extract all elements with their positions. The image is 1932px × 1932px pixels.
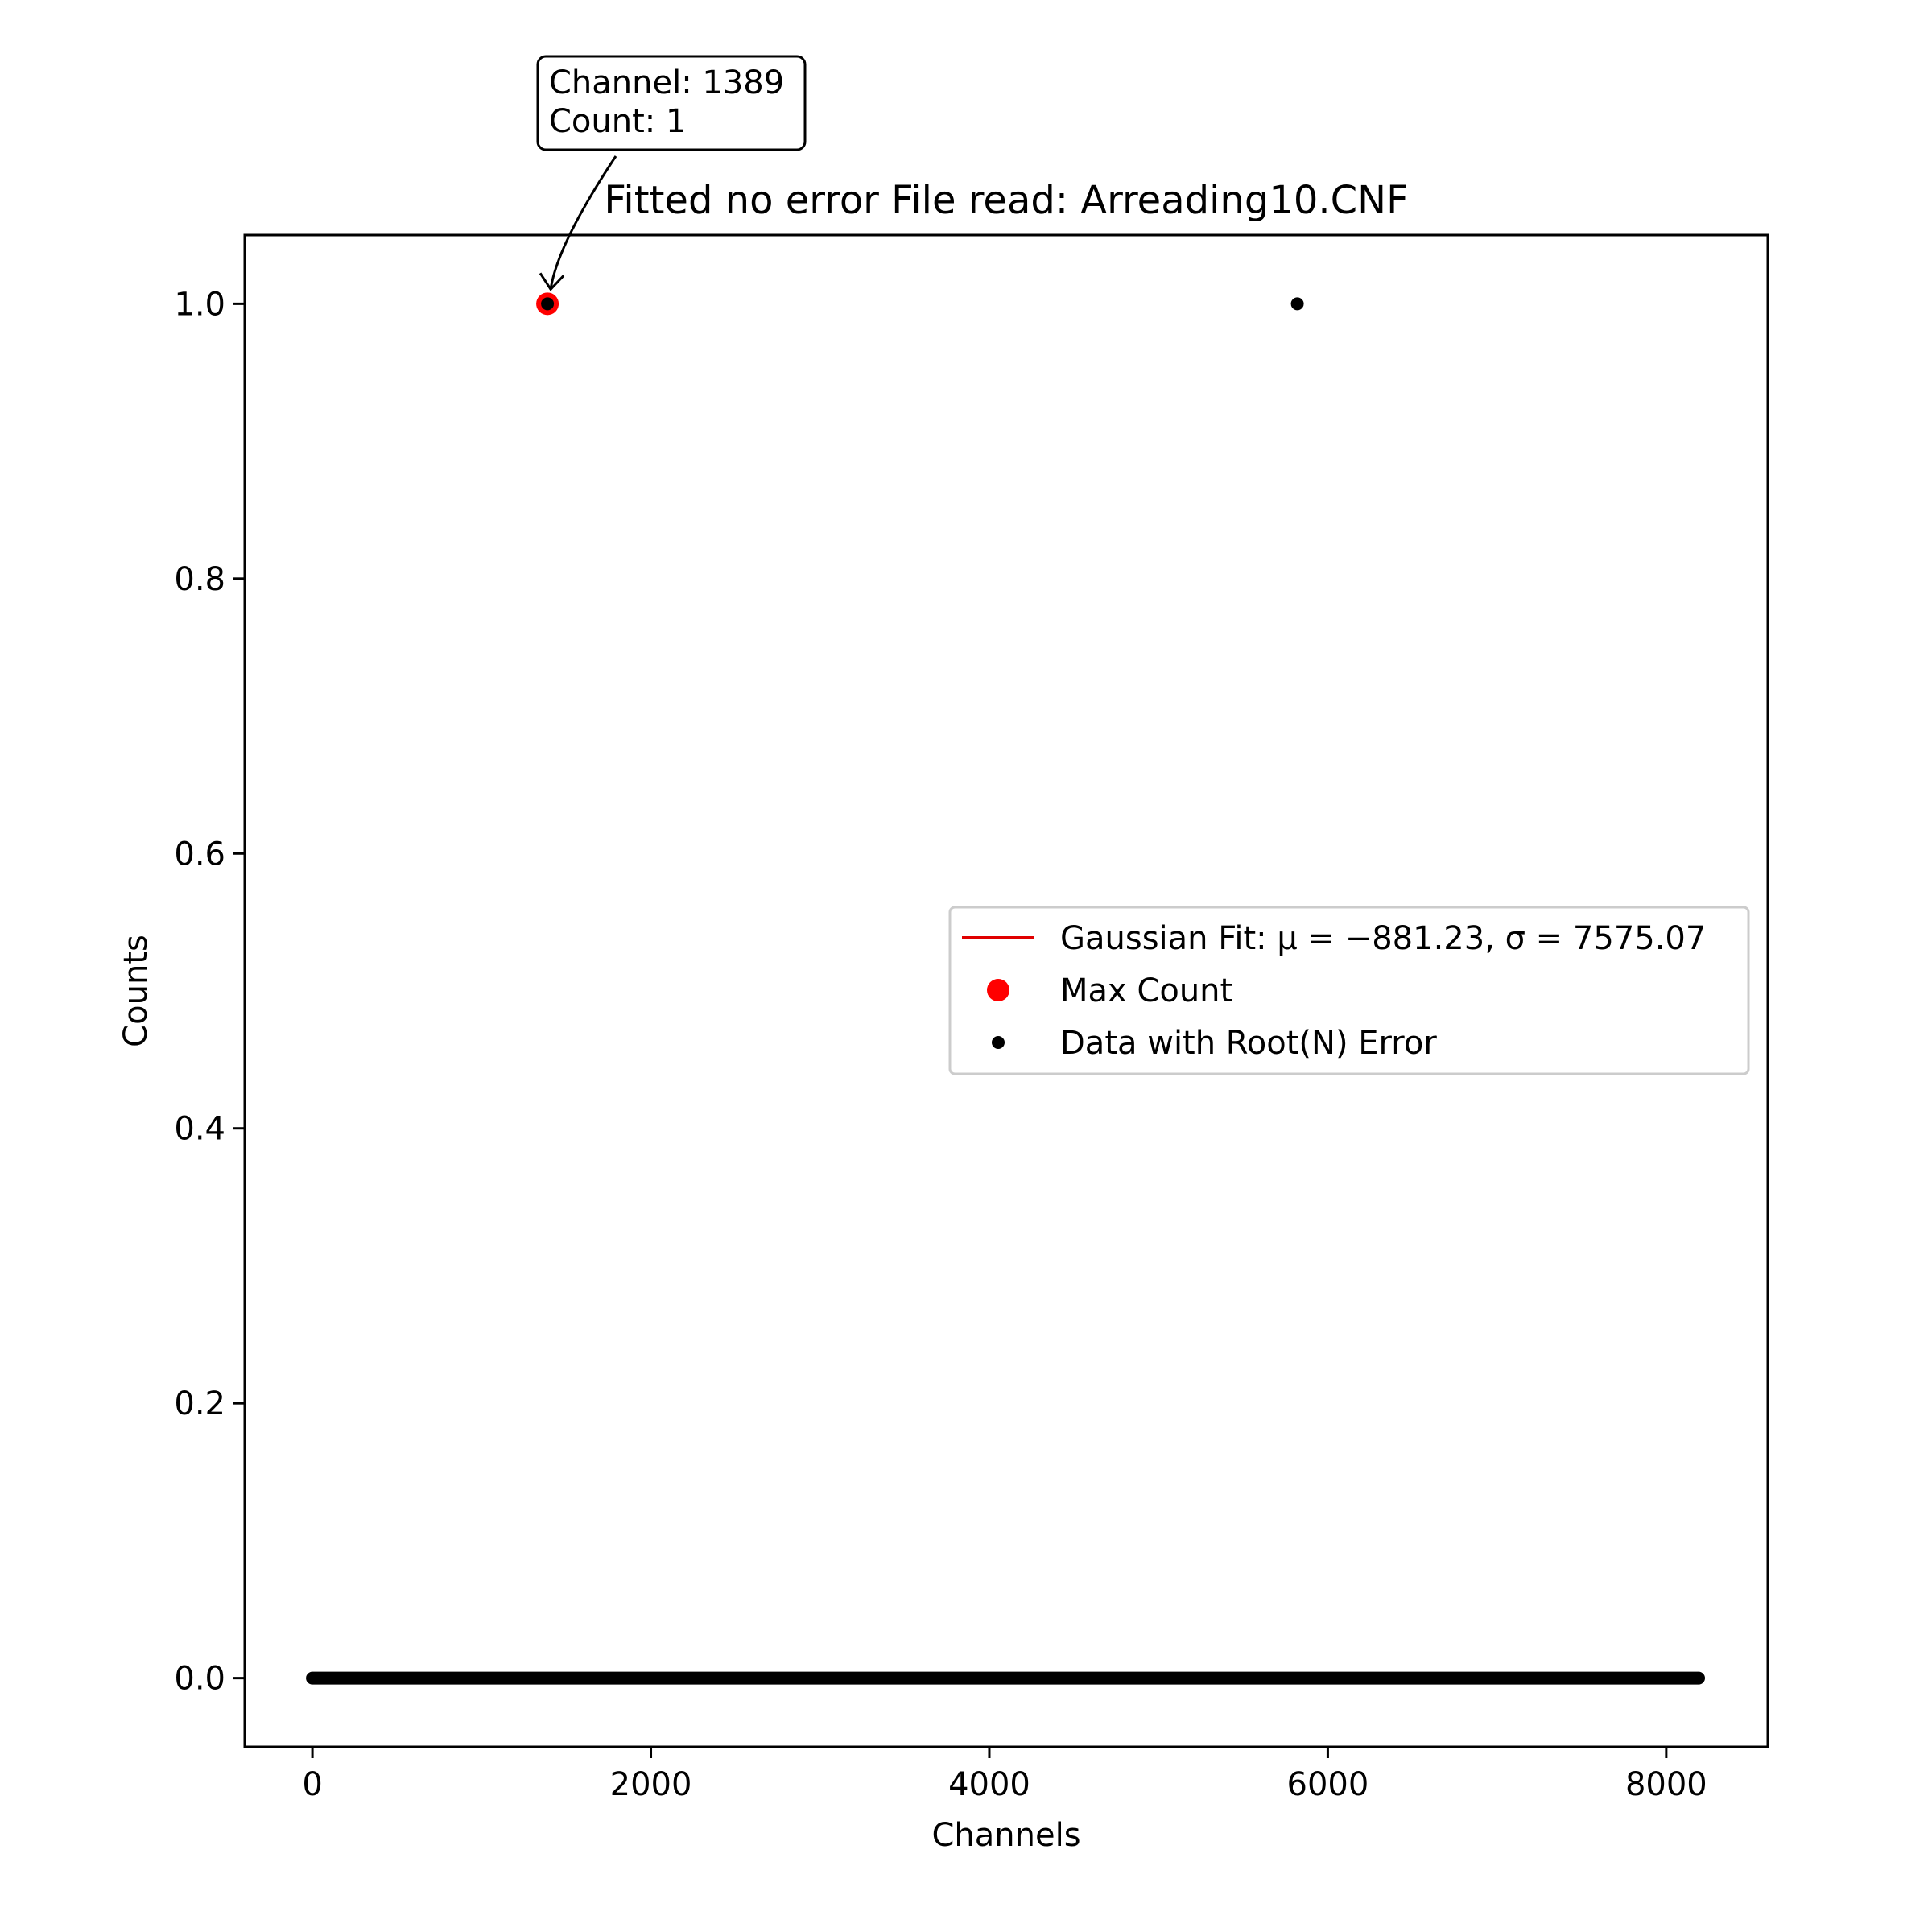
annotation-channel-text: Channel: 1389 <box>549 64 784 101</box>
x-tick-label: 0 <box>302 1766 322 1803</box>
max-annotation: Channel: 1389 Count: 1 <box>536 55 807 291</box>
y-tick-label: 0.0 <box>174 1661 225 1698</box>
legend-max-label: Max Count <box>1060 972 1232 1009</box>
y-axis: 0.0 0.2 0.4 0.6 0.8 1.0 <box>174 286 245 1698</box>
x-axis: 0 2000 4000 6000 8000 <box>302 1747 1707 1803</box>
x-axis-title: Channels <box>931 1817 1080 1854</box>
legend-fit-label: Gaussian Fit: μ = −881.23, σ = 7575.07 <box>1060 920 1706 957</box>
annotation-count-text: Count: 1 <box>549 103 686 140</box>
y-tick-label: 1.0 <box>174 286 225 323</box>
y-tick-label: 0.2 <box>174 1385 225 1422</box>
y-tick-label: 0.8 <box>174 561 225 598</box>
legend-data-label: Data with Root(N) Error <box>1060 1025 1437 1062</box>
plot-area <box>243 233 1769 1748</box>
annotation-arrowhead <box>539 272 565 291</box>
y-axis-title: Counts <box>118 935 155 1047</box>
y-tick-label: 0.6 <box>174 836 225 873</box>
legend-data-swatch <box>992 1036 1005 1049</box>
chart-title: Fitted no error File read: Arreading10.C… <box>604 178 1408 223</box>
y-tick-label: 0.4 <box>174 1111 225 1148</box>
annotation-arrow <box>549 155 617 290</box>
legend-max-swatch <box>987 979 1009 1001</box>
annotation-box <box>536 55 807 151</box>
x-tick-label: 8000 <box>1625 1766 1707 1803</box>
plot-frame <box>243 233 1769 1748</box>
legend: Gaussian Fit: μ = −881.23, σ = 7575.07 M… <box>948 906 1750 1075</box>
legend-box <box>948 906 1750 1075</box>
x-tick-label: 6000 <box>1287 1766 1369 1803</box>
data-point <box>1290 297 1304 311</box>
x-tick-label: 2000 <box>610 1766 692 1803</box>
data-layer <box>306 292 1706 1685</box>
x-tick-label: 4000 <box>948 1766 1030 1803</box>
data-point <box>541 297 555 311</box>
